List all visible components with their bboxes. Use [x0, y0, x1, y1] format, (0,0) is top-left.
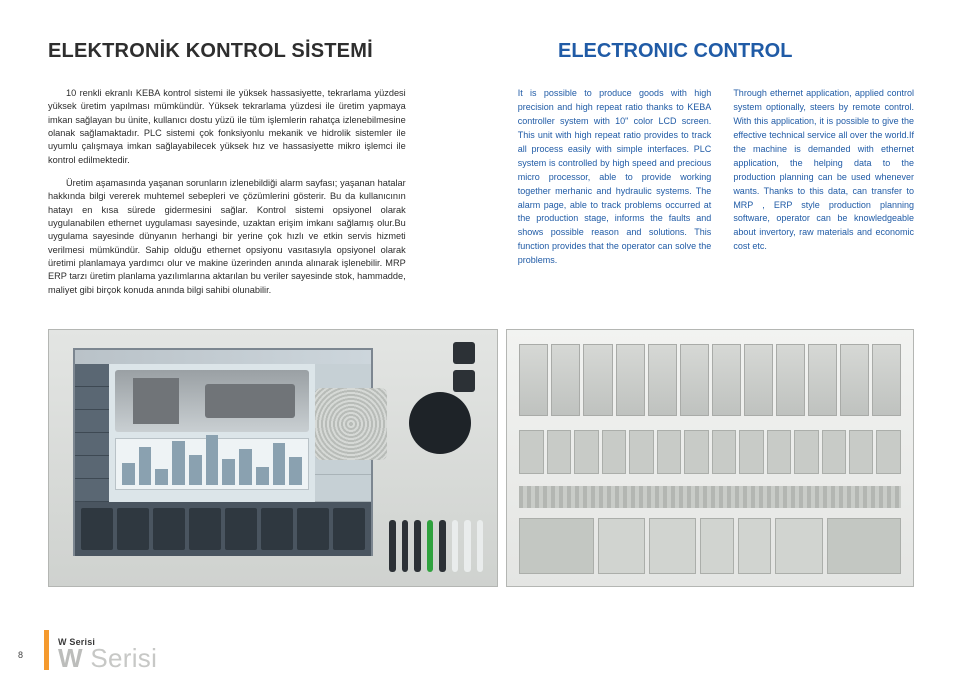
drive-module	[827, 518, 901, 574]
heading-english: ELECTRONIC CONTROL	[558, 40, 914, 63]
relay-row	[519, 430, 901, 474]
drive-module	[519, 518, 593, 574]
lcd-center	[109, 364, 315, 502]
series-rest: Serisi	[83, 643, 157, 673]
page-footer: 8 W Serisi W Serisi	[0, 630, 960, 670]
panel-button	[389, 520, 396, 572]
page-number: 8	[18, 650, 23, 660]
panel-button	[452, 520, 459, 572]
io-module	[738, 518, 772, 574]
io-module	[775, 518, 822, 574]
series-logo: W Serisi W Serisi	[58, 637, 157, 670]
catalog-page: ELEKTRONİK KONTROL SİSTEMİ ELECTRONIC CO…	[0, 0, 960, 684]
wire-duct-icon	[519, 486, 901, 508]
module-row	[519, 518, 901, 574]
panel-button	[402, 520, 409, 572]
column-english-1: It is possible to produce goods with hig…	[518, 87, 712, 307]
column-english-2: Through ethernet application, applied co…	[733, 87, 914, 307]
footer-accent-bar	[44, 630, 49, 670]
text-columns: 10 renkli ekranlı KEBA kontrol sistemi i…	[48, 87, 914, 307]
button-row	[389, 520, 483, 572]
panel-button	[464, 520, 471, 572]
panel-button	[414, 520, 421, 572]
lcd-softkeys	[75, 502, 371, 556]
control-panel-illustration	[48, 329, 498, 587]
side-buttons	[453, 342, 475, 392]
machine-graphic-icon	[115, 370, 309, 432]
electrical-cabinet-illustration	[506, 329, 914, 587]
en-paragraph-2: Through ethernet application, applied co…	[733, 87, 914, 254]
joystick-icon	[409, 392, 471, 454]
speaker-grille-icon	[315, 388, 387, 460]
column-turkish: 10 renkli ekranlı KEBA kontrol sistemi i…	[48, 87, 406, 307]
heading-row: ELEKTRONİK KONTROL SİSTEMİ ELECTRONIC CO…	[48, 40, 914, 63]
lcd-titlebar	[75, 350, 371, 364]
product-photo-illustration	[48, 329, 914, 587]
en-paragraph-1: It is possible to produce goods with hig…	[518, 87, 712, 268]
panel-start-button	[427, 520, 434, 572]
panel-button	[477, 520, 484, 572]
tr-paragraph-1: 10 renkli ekranlı KEBA kontrol sistemi i…	[48, 87, 406, 167]
lcd-side-icons	[75, 364, 109, 502]
panel-button	[453, 342, 475, 364]
lcd-bar-chart	[115, 438, 309, 490]
io-module	[649, 518, 696, 574]
series-w: W	[58, 643, 83, 673]
breaker-row	[519, 344, 901, 416]
heading-turkish: ELEKTRONİK KONTROL SİSTEMİ	[48, 40, 438, 63]
panel-button	[439, 520, 446, 572]
series-big-label: W Serisi	[58, 647, 157, 670]
panel-button	[453, 370, 475, 392]
tr-paragraph-2: Üretim aşamasında yaşanan sorunların izl…	[48, 177, 406, 297]
io-module	[598, 518, 645, 574]
io-module	[700, 518, 734, 574]
